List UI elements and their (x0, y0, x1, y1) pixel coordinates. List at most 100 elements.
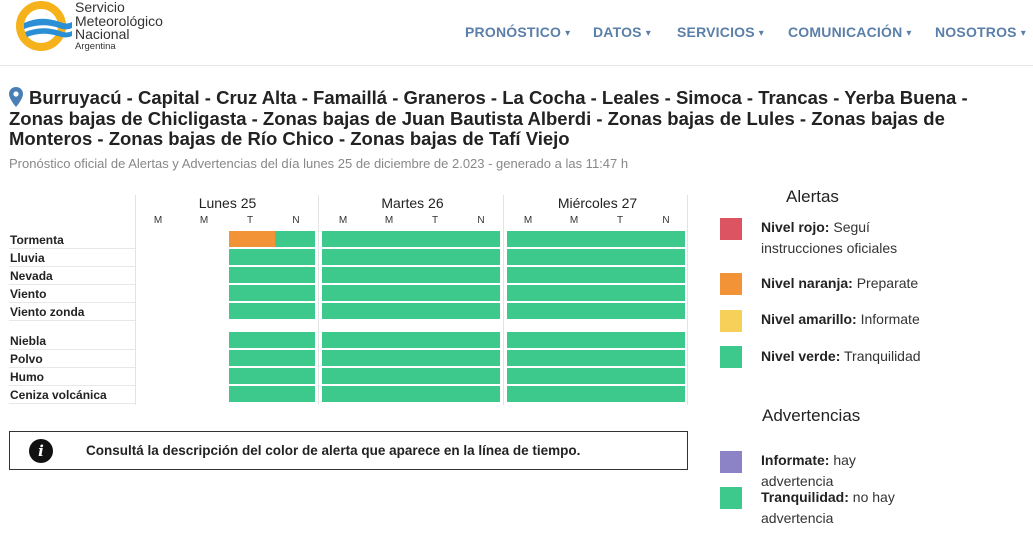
alert-cell-verde (368, 386, 414, 402)
row-divider (9, 385, 135, 386)
alert-cell-verde (229, 267, 275, 283)
alertas-heading: Alertas (786, 187, 839, 206)
alert-cell-verde (553, 231, 599, 247)
day-label: Miércoles 27 (557, 195, 638, 211)
alert-cell-verde (507, 285, 553, 301)
alert-cell-verde (599, 332, 645, 348)
slot-label: M (199, 215, 209, 226)
caret-down-icon: ▾ (906, 28, 912, 39)
slot-label: T (616, 215, 624, 226)
row-divider (9, 248, 135, 249)
alert-cell-verde (322, 303, 368, 319)
alert-cell-verde (414, 303, 460, 319)
caret-down-icon: ▾ (1020, 28, 1026, 39)
alert-cell-verde (460, 332, 500, 348)
legend-verde-desc: Tranquilidad (844, 348, 921, 364)
column-divider (135, 195, 136, 405)
column-divider (687, 195, 688, 405)
alert-cell-verde (368, 368, 414, 384)
nav-comunicacion[interactable]: COMUNICACIÓN ▾ (788, 24, 912, 40)
alert-cell-verde (275, 303, 315, 319)
alert-cell-verde (322, 267, 368, 283)
row-divider (9, 367, 135, 368)
alert-cell-verde (460, 249, 500, 265)
alert-cell-verde (229, 386, 275, 402)
swatch-naranja (720, 273, 742, 295)
row-divider (9, 320, 135, 321)
row-label-lluvia: Lluvia (10, 251, 45, 265)
alert-cell-verde (507, 350, 553, 366)
legend-verde-name: Nivel verde: (761, 348, 841, 364)
caret-down-icon: ▾ (565, 28, 571, 39)
slot-label: T (246, 215, 254, 226)
map-pin-icon (9, 87, 23, 107)
alert-cell-verde (645, 332, 685, 348)
info-icon: i (29, 439, 53, 463)
legend-rojo-name: Nivel rojo: (761, 219, 830, 235)
alert-cell-verde (414, 368, 460, 384)
alert-cell-verde (322, 350, 368, 366)
nav-pronostico[interactable]: PRONÓSTICO ▾ (465, 24, 570, 40)
row-label-tormenta: Tormenta (10, 233, 64, 247)
alert-cell-verde (645, 249, 685, 265)
legend-tranquilidad-desc: no hay advertencia (761, 489, 895, 526)
legend-rojo-desc: Seguí instrucciones oficiales (761, 219, 898, 256)
alert-cell-verde (507, 267, 553, 283)
alert-cell-verde (229, 350, 275, 366)
column-divider (318, 195, 319, 405)
row-label-viento: Viento (10, 287, 47, 301)
nav-servicios-label: SERVICIOS (677, 24, 755, 40)
alert-cell-verde (275, 386, 315, 402)
alert-cell-verde (275, 267, 315, 283)
slot-label: N (292, 215, 300, 226)
nav-servicios[interactable]: SERVICIOS ▾ (677, 24, 764, 40)
main-nav: PRONÓSTICO ▾ DATOS ▾ SERVICIOS ▾ COMUNICACI… (0, 24, 1033, 42)
caret-down-icon: ▾ (758, 28, 765, 39)
swatch-informate (720, 451, 742, 473)
row-label-ceniza-volcánica: Ceniza volcánica (10, 388, 107, 402)
alert-cell-verde (460, 231, 500, 247)
alert-cell-verde (275, 249, 315, 265)
advertencias-heading: Advertencias (762, 406, 861, 425)
slot-label: M (523, 215, 533, 226)
alert-cell-verde (368, 303, 414, 319)
alert-cell-verde (645, 386, 685, 402)
legend-informate-name: Informate: (761, 452, 830, 468)
legend-tranquilidad: Tranquilidad: no hay advertencia (761, 487, 931, 529)
legend-naranja-desc: Preparate (856, 275, 919, 291)
alert-cell-verde (645, 350, 685, 366)
alert-cell-verde (322, 231, 368, 247)
alert-cell-verde (599, 368, 645, 384)
legend-tranquilidad-name: Tranquilidad: (761, 489, 849, 505)
nav-datos[interactable]: DATOS ▾ (593, 24, 651, 40)
alert-cell-verde (507, 332, 553, 348)
alert-cell-verde (553, 332, 599, 348)
alert-cell-verde (275, 332, 315, 348)
alert-cell-verde (553, 249, 599, 265)
alert-cell-verde (599, 285, 645, 301)
alert-cell-verde (645, 267, 685, 283)
row-divider (9, 349, 135, 350)
row-divider (9, 266, 135, 267)
slot-label: M (384, 215, 394, 226)
logo-wordmark: Servicio Meteorológico Nacional Argentin… (75, 0, 163, 52)
nav-pronostico-label: PRONÓSTICO (465, 24, 562, 40)
row-label-viento-zonda: Viento zonda (10, 305, 85, 319)
slot-label: M (569, 215, 579, 226)
legend-amarillo: Nivel amarillo: Informate (761, 309, 931, 330)
legend-naranja-name: Nivel naranja: (761, 275, 853, 291)
nav-nosotros[interactable]: NOSOTROS ▾ (935, 24, 1026, 40)
alert-cell-verde (460, 285, 500, 301)
alert-cell-verde (645, 303, 685, 319)
forecast-subtitle: Pronóstico oficial de Alertas y Adverten… (9, 156, 629, 171)
legend-informate-desc: hay advertencia (761, 452, 856, 489)
smn-logo[interactable]: Servicio Meteorológico Nacional Argentin… (16, 0, 216, 52)
alert-cell-verde (414, 249, 460, 265)
alert-cell-verde (322, 386, 368, 402)
alert-cell-verde (460, 350, 500, 366)
row-label-niebla: Niebla (10, 334, 47, 348)
alert-cell-verde (322, 249, 368, 265)
legend-informate: Informate: hay advertencia (761, 450, 931, 492)
alert-cell-verde (553, 267, 599, 283)
logo-line-3: Nacional (75, 26, 130, 42)
